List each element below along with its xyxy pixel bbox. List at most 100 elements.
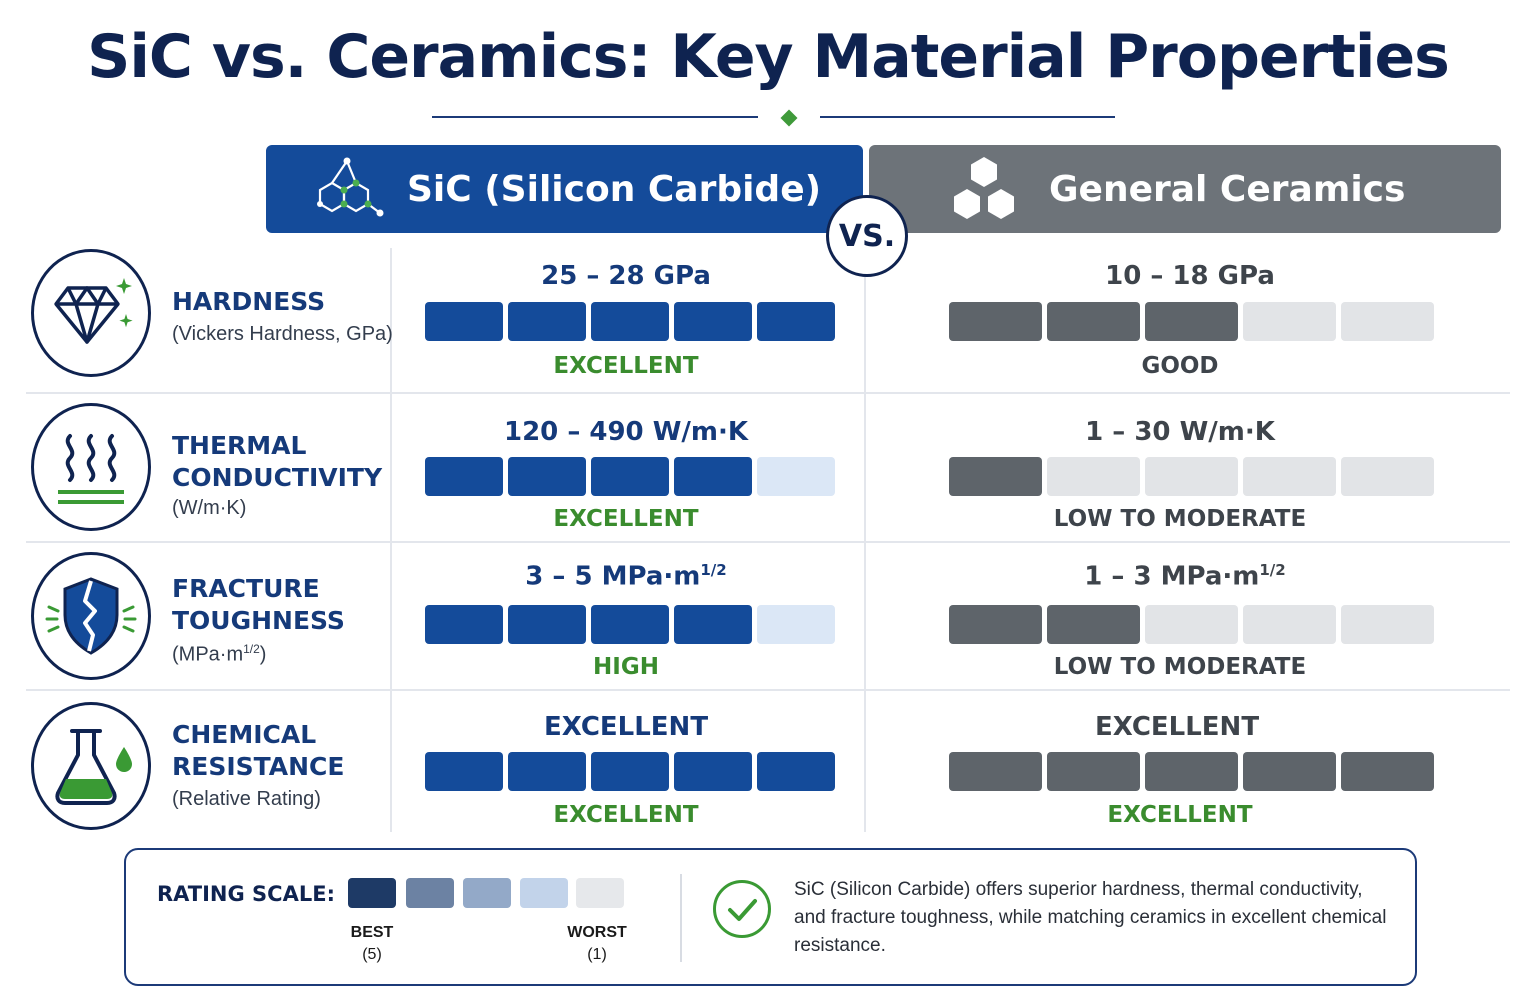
ceramics-hardness-rating: GOOD xyxy=(1141,353,1219,379)
sic-chemical-bar xyxy=(425,752,840,791)
hardness-subtitle: (Vickers Hardness, GPa) xyxy=(172,323,393,345)
rating-segment xyxy=(591,302,669,341)
rating-segment xyxy=(1145,302,1238,341)
rating-segment xyxy=(1145,605,1238,644)
hardness-label: HARDNESS xyxy=(172,287,326,316)
rating-segment xyxy=(425,605,503,644)
rating-segment xyxy=(949,302,1042,341)
rating-segment xyxy=(508,752,586,791)
rating-segment xyxy=(508,605,586,644)
rating-segment xyxy=(674,605,752,644)
rating-segment xyxy=(1243,752,1336,791)
title-divider-left xyxy=(432,116,758,118)
grid-divider xyxy=(864,248,866,832)
sic-fracture-value: 3 – 5 MPa·m1/2 xyxy=(525,561,727,592)
ceramics-chemical-bar xyxy=(949,752,1439,791)
sic-hardness-value: 25 – 28 GPa xyxy=(541,261,711,291)
ceramics-hardness-value: 10 – 18 GPa xyxy=(1105,261,1275,291)
ceramics-fracture-bar xyxy=(949,605,1439,644)
rating-segment xyxy=(425,457,503,496)
rating-segment xyxy=(1047,457,1140,496)
hardness-icon-badge xyxy=(31,249,151,377)
scale-swatch-3 xyxy=(463,878,511,908)
legend-divider xyxy=(680,874,682,962)
ceramics-chemical-rating: EXCELLENT xyxy=(1107,802,1253,828)
rating-segment xyxy=(757,302,835,341)
ceramics-column-header: General Ceramics xyxy=(869,145,1501,233)
summary-text: SiC (Silicon Carbide) offers superior ha… xyxy=(794,879,1387,956)
chemical-icon-badge xyxy=(31,702,151,830)
ceramics-hardness-bar xyxy=(949,302,1439,341)
rating-segment xyxy=(674,302,752,341)
sic-hardness-rating: EXCELLENT xyxy=(553,353,699,379)
scale-swatch-5 xyxy=(348,878,396,908)
rating-segment xyxy=(1341,752,1434,791)
rating-segment xyxy=(949,752,1042,791)
rating-segment xyxy=(757,752,835,791)
rating-segment xyxy=(1243,457,1336,496)
title-divider-right xyxy=(820,116,1115,118)
ceramics-fracture-value: 1 – 3 MPa·m1/2 xyxy=(1084,561,1286,592)
row-divider xyxy=(26,392,1510,394)
hexagon-cluster-icon xyxy=(954,157,1014,219)
ceramics-chemical-value: EXCELLENT xyxy=(1094,712,1260,742)
grid-divider xyxy=(390,248,392,832)
rating-segment xyxy=(949,605,1042,644)
rating-scale-title: RATING SCALE: xyxy=(157,882,335,906)
sic-fracture-rating: HIGH xyxy=(593,654,659,680)
diamond-icon xyxy=(54,278,133,344)
sic-chemical-rating: EXCELLENT xyxy=(553,802,699,828)
rating-segment xyxy=(1341,457,1434,496)
thermal-conductivity-subtitle: (W/m·K) xyxy=(172,497,247,519)
rating-segment xyxy=(1243,302,1336,341)
rating-segment xyxy=(1047,302,1140,341)
rating-segment xyxy=(949,457,1042,496)
scale-swatch-4 xyxy=(406,878,454,908)
rating-segment xyxy=(757,457,835,496)
cracked-shield-icon xyxy=(45,577,137,655)
flask-icon xyxy=(55,729,132,805)
ceramics-column-label: General Ceramics xyxy=(1049,169,1406,210)
row-divider xyxy=(26,689,1510,691)
sic-thermal-rating: EXCELLENT xyxy=(553,506,699,532)
rating-segment xyxy=(508,457,586,496)
rating-scale-legend: RATING SCALE: BEST (5) WORST (1) SiC (Sili… xyxy=(124,848,1417,986)
fracture-toughness-subtitle: (MPa·m1/2) xyxy=(172,642,267,666)
thermal-icon-badge xyxy=(31,403,151,531)
ceramics-thermal-value: 1 – 30 W/m·K xyxy=(1085,417,1275,447)
rating-segment xyxy=(1341,302,1434,341)
rating-segment xyxy=(425,302,503,341)
rating-segment xyxy=(508,302,586,341)
ceramics-thermal-bar xyxy=(949,457,1439,496)
fracture-toughness-label: FRACTURE TOUGHNESS xyxy=(172,574,345,635)
rating-segment xyxy=(591,605,669,644)
ceramics-fracture-rating: LOW TO MODERATE xyxy=(1053,654,1307,680)
row-divider xyxy=(26,541,1510,543)
heat-waves-icon xyxy=(58,434,124,504)
thermal-conductivity-label: THERMAL CONDUCTIVITY xyxy=(172,431,383,492)
rating-segment xyxy=(674,457,752,496)
scale-worst-label: WORST (1) xyxy=(567,924,627,963)
rating-segment xyxy=(757,605,835,644)
rating-segment xyxy=(591,457,669,496)
sic-chemical-value: EXCELLENT xyxy=(543,712,709,742)
scale-best-label: BEST (5) xyxy=(350,924,394,963)
rating-segment xyxy=(1047,605,1140,644)
page-title: SiC vs. Ceramics: Key Material Propertie… xyxy=(87,22,1450,92)
scale-swatch-1 xyxy=(576,878,624,908)
chemical-resistance-label: CHEMICAL RESISTANCE xyxy=(172,720,345,781)
sic-hardness-bar xyxy=(425,302,840,341)
rating-segment xyxy=(1341,605,1434,644)
vs-badge: VS. xyxy=(826,195,908,277)
rating-segment xyxy=(1243,605,1336,644)
rating-segment xyxy=(591,752,669,791)
rating-segment xyxy=(1145,752,1238,791)
sic-fracture-bar xyxy=(425,605,840,644)
scale-swatch-2 xyxy=(520,878,568,908)
sic-thermal-bar xyxy=(425,457,840,496)
ceramics-thermal-rating: LOW TO MODERATE xyxy=(1053,506,1307,532)
sic-column-label: SiC (Silicon Carbide) xyxy=(407,169,822,210)
rating-segment xyxy=(1145,457,1238,496)
sic-column-header: SiC (Silicon Carbide) xyxy=(266,145,863,233)
rating-segment xyxy=(674,752,752,791)
